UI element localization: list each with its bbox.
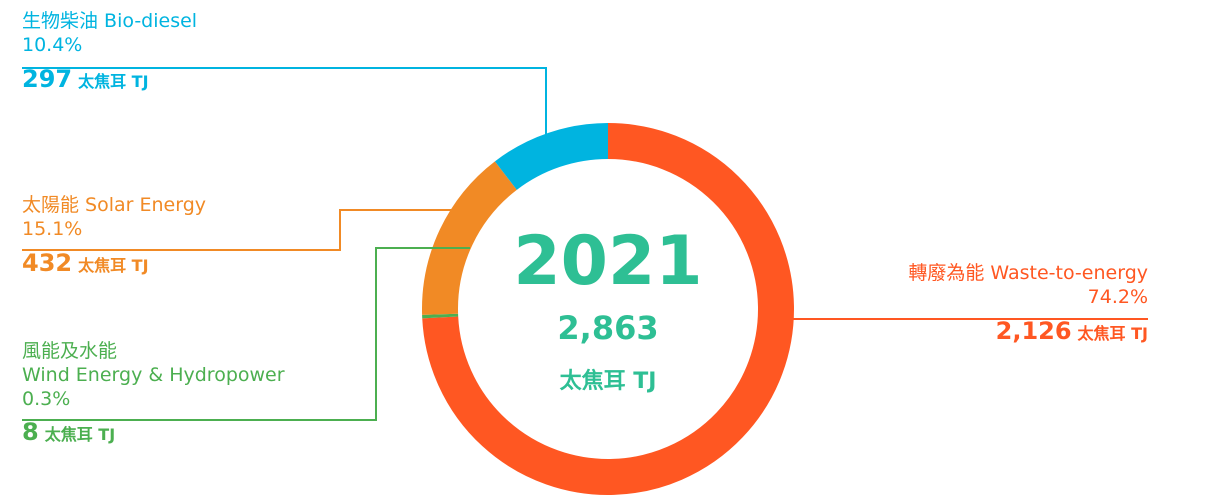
wind-hydro-percent: 0.3%: [22, 387, 71, 410]
wind-hydro-name-zh: 風能及水能: [22, 340, 118, 362]
wind-hydro-unit: 太焦耳 TJ: [44, 425, 116, 445]
waste-percent: 74.2%: [1087, 285, 1148, 308]
waste-unit: 太焦耳 TJ: [1077, 323, 1148, 343]
leader-biodiesel: [22, 67, 547, 140]
biodiesel-name: 生物柴油 Bio-diesel: [22, 10, 198, 32]
label-waste-to-energy: 轉廢為能 Waste-to-energy 74.2% 2,126 太焦耳 TJ: [908, 262, 1148, 346]
slice-waste-to-energy: [422, 123, 794, 495]
wind-hydro-value: 8: [22, 418, 39, 447]
center-unit: 太焦耳 TJ: [559, 369, 657, 394]
waste-value-row: 2,126 太焦耳 TJ: [908, 316, 1148, 346]
solar-value: 432: [22, 248, 73, 277]
waste-name: 轉廢為能 Waste-to-energy: [908, 262, 1148, 284]
center-year: 2021: [513, 222, 703, 301]
biodiesel-percent: 10.4%: [22, 33, 83, 56]
solar-name: 太陽能 Solar Energy: [22, 194, 207, 216]
leader-solar: [22, 209, 455, 251]
leader-lines: [22, 67, 1148, 421]
label-solar: 太陽能 Solar Energy 15.1% 432 太焦耳 TJ: [22, 194, 206, 278]
slice-bio-diesel: [494, 123, 609, 191]
wind-hydro-value-row: 8 太焦耳 TJ: [22, 417, 285, 447]
wind-hydro-name-en: Wind Energy & Hydropower: [22, 363, 285, 386]
biodiesel-value-row: 297 太焦耳 TJ: [22, 64, 197, 94]
waste-value: 2,126: [995, 316, 1072, 345]
leader-wind-hydro: [22, 247, 470, 421]
slice-solar-energy: [422, 161, 518, 315]
biodiesel-unit: 太焦耳 TJ: [78, 71, 149, 91]
label-biodiesel: 生物柴油 Bio-diesel 10.4% 297 太焦耳 TJ: [22, 10, 197, 94]
donut-slices: [422, 123, 794, 495]
solar-percent: 15.1%: [22, 217, 83, 240]
center-total: 2,863: [557, 309, 659, 347]
solar-value-row: 432 太焦耳 TJ: [22, 248, 206, 278]
biodiesel-value: 297: [22, 64, 73, 93]
label-wind-hydro: 風能及水能 Wind Energy & Hydropower 0.3% 8 太焦耳…: [22, 340, 285, 447]
solar-unit: 太焦耳 TJ: [78, 255, 149, 275]
